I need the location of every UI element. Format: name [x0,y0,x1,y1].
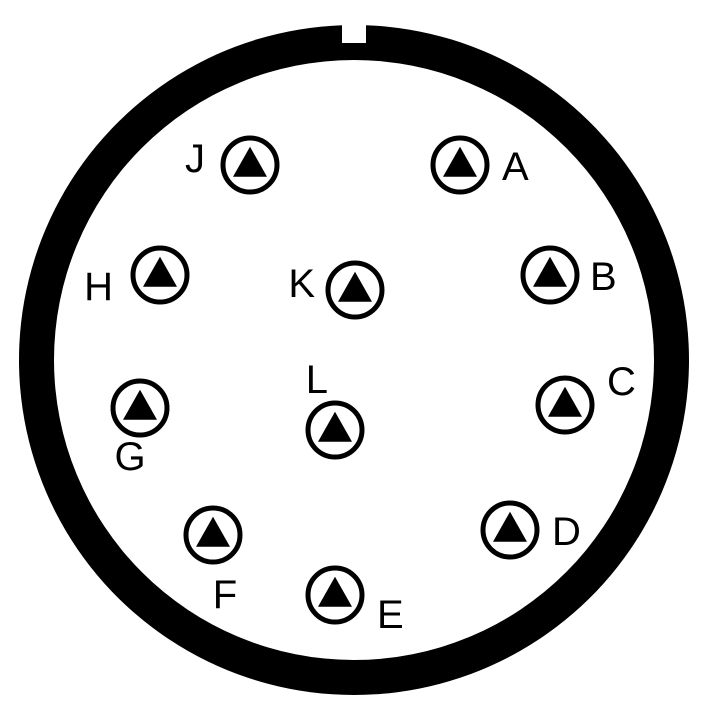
connector-diagram: A B C D E F G H J K L [0,0,709,708]
pin-e-label: E [377,593,404,637]
pin-a: A [433,138,529,192]
pin-d-label: D [552,510,581,554]
pin-h-label: H [84,265,113,309]
pin-g-label: G [114,435,145,479]
pin-d: D [483,503,581,557]
pin-a-label: A [502,145,529,189]
pin-f-label: F [213,573,237,617]
pin-c-label: C [607,360,636,404]
pin-b-label: B [590,255,617,299]
pin-j-label: J [185,137,205,181]
pin-l-label: L [306,358,328,402]
pin-b: B [523,248,617,302]
pin-k-label: K [288,262,315,306]
